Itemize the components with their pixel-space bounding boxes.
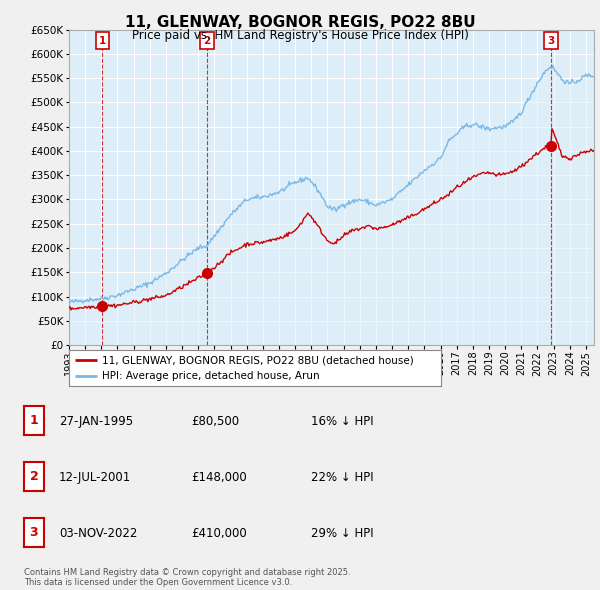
Text: £410,000: £410,000	[191, 527, 247, 540]
Text: 3: 3	[29, 526, 38, 539]
Text: 16% ↓ HPI: 16% ↓ HPI	[311, 415, 373, 428]
Text: 1: 1	[29, 414, 38, 427]
Text: 1: 1	[99, 35, 106, 45]
Text: HPI: Average price, detached house, Arun: HPI: Average price, detached house, Arun	[103, 371, 320, 381]
Text: £148,000: £148,000	[191, 471, 247, 484]
Text: 27-JAN-1995: 27-JAN-1995	[59, 415, 133, 428]
Text: 03-NOV-2022: 03-NOV-2022	[59, 527, 137, 540]
Text: 29% ↓ HPI: 29% ↓ HPI	[311, 527, 373, 540]
Text: Contains HM Land Registry data © Crown copyright and database right 2025.
This d: Contains HM Land Registry data © Crown c…	[24, 568, 350, 587]
Text: 22% ↓ HPI: 22% ↓ HPI	[311, 471, 373, 484]
Text: 12-JUL-2001: 12-JUL-2001	[59, 471, 131, 484]
Text: Price paid vs. HM Land Registry's House Price Index (HPI): Price paid vs. HM Land Registry's House …	[131, 30, 469, 42]
Text: 11, GLENWAY, BOGNOR REGIS, PO22 8BU (detached house): 11, GLENWAY, BOGNOR REGIS, PO22 8BU (det…	[103, 355, 414, 365]
Text: 3: 3	[547, 35, 554, 45]
Text: 11, GLENWAY, BOGNOR REGIS, PO22 8BU: 11, GLENWAY, BOGNOR REGIS, PO22 8BU	[125, 15, 475, 30]
Text: 2: 2	[203, 35, 211, 45]
Text: 2: 2	[29, 470, 38, 483]
Text: £80,500: £80,500	[191, 415, 239, 428]
